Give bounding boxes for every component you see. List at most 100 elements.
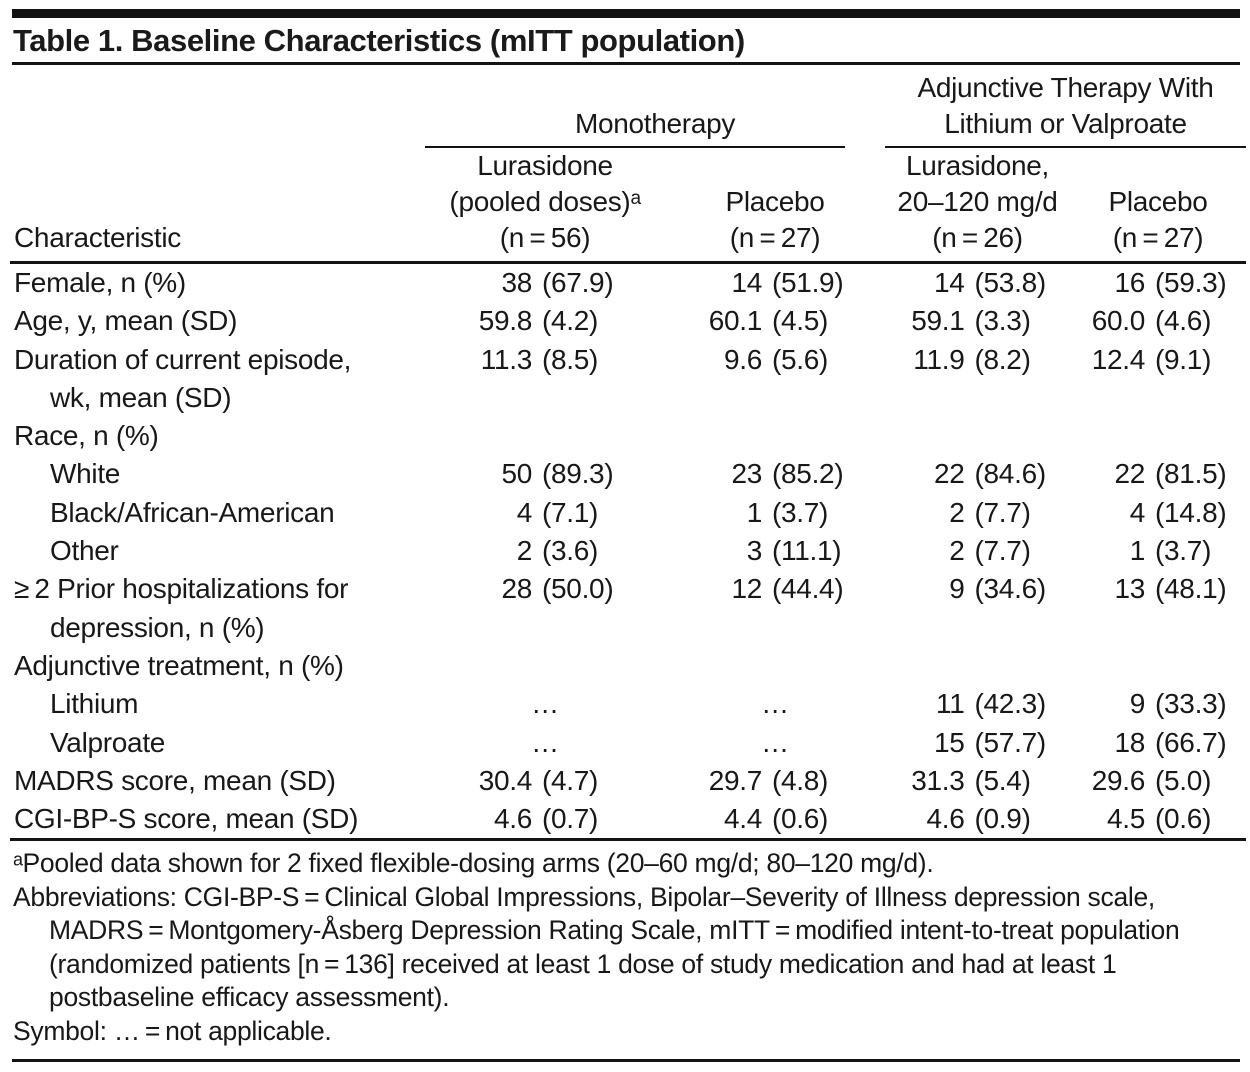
- value-cell: 4.4 (0.6): [665, 800, 885, 840]
- value-paren: (57.7): [974, 726, 1047, 758]
- characteristic-cell: Other: [10, 532, 425, 570]
- column-header: Placebo (n = 27): [1070, 148, 1247, 264]
- value-cell: 14 (53.8): [885, 263, 1070, 303]
- table-row: White 50 (89.3) 23 (85.2) 22 (84.6) 22 (81.5): [10, 455, 1246, 493]
- value-number: 15: [933, 726, 965, 758]
- column-header-line: Lurasidone: [477, 150, 613, 181]
- value-cell: 15 (57.7): [885, 724, 1070, 762]
- value-pair: 28 (50.0): [425, 570, 665, 608]
- value-cell: [665, 417, 885, 455]
- value-number: 60.1: [708, 305, 763, 337]
- value-pair: 2 (7.7): [885, 532, 1070, 570]
- value-cell: 12.4 (9.1): [1070, 341, 1246, 418]
- characteristic-cell: Female, n (%): [10, 263, 425, 303]
- value-cell: 18 (66.7): [1070, 724, 1246, 762]
- value-number: 14: [731, 267, 762, 298]
- characteristic-cell: Age, y, mean (SD): [10, 302, 425, 340]
- value-cell: 9.6 (5.6): [665, 341, 885, 418]
- value-number: 3: [746, 535, 763, 567]
- value-paren: (9.1): [1155, 343, 1212, 375]
- table-row: Duration of current episode, wk, mean (SD…: [10, 341, 1246, 418]
- value-pair: 4 (7.1): [425, 494, 665, 532]
- value-pair: 23 (85.2): [665, 455, 885, 493]
- characteristic-label: Lithium: [50, 688, 139, 720]
- value-pair: 29.6 (5.0): [1070, 762, 1246, 800]
- value-number: 59.1: [911, 305, 965, 337]
- table-row: Race, n (%): [10, 417, 1246, 455]
- column-header-line: (n = 26): [932, 222, 1023, 253]
- value-pair: 11.9 (8.2): [885, 341, 1070, 379]
- characteristic-label: Race, n (%): [14, 420, 159, 452]
- value-cell: 23 (85.2): [665, 455, 885, 493]
- value-paren: (14.8): [1155, 496, 1227, 528]
- column-header-line: Placebo: [725, 186, 825, 217]
- column-header-line: (n = 27): [729, 222, 821, 253]
- value-pair: 4.5 (0.6): [1070, 800, 1246, 838]
- value-paren: (59.3): [1155, 267, 1227, 298]
- value-number: 29.6: [1091, 764, 1146, 796]
- value-paren: (53.8): [974, 267, 1047, 298]
- value-pair: 2 (3.6): [425, 532, 665, 570]
- value-number: 2: [949, 535, 965, 567]
- characteristic-label: Valproate: [50, 726, 166, 758]
- value-cell: 4.6 (0.9): [885, 800, 1070, 840]
- characteristic-cell: CGI-BP-S score, mean (SD): [10, 800, 425, 840]
- column-header-line: (n = 56): [499, 222, 591, 253]
- column-header: Lurasidone (pooled doses)ᵃ (n = 56): [425, 148, 665, 264]
- value-cell: 2 (7.7): [885, 532, 1070, 570]
- value-cell: 4.6 (0.7): [425, 800, 665, 840]
- characteristic-label: Female, n (%): [14, 267, 186, 298]
- column-header-line: Placebo: [1108, 186, 1208, 217]
- value-number: 1: [746, 496, 763, 528]
- value-ellipsis: …: [761, 688, 789, 720]
- value-cell: 11 (42.3): [885, 685, 1070, 723]
- characteristic-cell: ≥ 2 Prior hospitalizations for depression…: [10, 570, 425, 647]
- value-pair: 59.1 (3.3): [885, 302, 1070, 340]
- value-paren: (4.7): [542, 764, 599, 796]
- value-pair: 60.0 (4.6): [1070, 302, 1246, 340]
- value-number: 31.3: [911, 764, 965, 796]
- value-cell: 4 (14.8): [1070, 494, 1246, 532]
- value-number: 38: [501, 267, 532, 298]
- characteristic-header: Characteristic: [10, 148, 425, 264]
- value-number: 13: [1114, 573, 1146, 605]
- value-cell: 1 (3.7): [665, 494, 885, 532]
- table-title: Table 1. Baseline Characteristics (mITT …: [13, 23, 745, 58]
- table-header: Monotherapy Adjunctive Therapy With Lith…: [10, 65, 1247, 264]
- value-cell: 29.6 (5.0): [1070, 762, 1246, 800]
- value-cell: 28 (50.0): [425, 570, 665, 647]
- value-number: 4.4: [723, 803, 762, 835]
- value-cell: 60.0 (4.6): [1070, 302, 1246, 340]
- table-body: Female, n (%) 38 (67.9) 14 (51.9) 14 (53.8) 16(…: [10, 263, 1247, 840]
- characteristic-label: CGI-BP-S score, mean (SD): [14, 803, 359, 835]
- value-paren: (85.2): [772, 458, 844, 490]
- characteristic-cell: Valproate: [10, 724, 425, 762]
- value-ellipsis: …: [531, 688, 559, 720]
- characteristic-label: Black/African-American: [50, 496, 335, 528]
- characteristic-label: ≥ 2 Prior hospitalizations for: [14, 573, 349, 605]
- corner-cell: [10, 65, 425, 149]
- characteristic-label: Age, y, mean (SD): [14, 305, 238, 337]
- value-ellipsis: …: [761, 726, 789, 758]
- value-pair: 1 (3.7): [665, 494, 885, 532]
- value-paren: (4.5): [772, 305, 829, 337]
- value-cell: …: [425, 724, 665, 762]
- value-paren: (44.4): [772, 573, 844, 605]
- top-rule: [12, 9, 1240, 18]
- value-pair: 12 (44.4): [665, 570, 885, 608]
- value-cell: 13 (48.1): [1070, 570, 1246, 647]
- column-header: Lurasidone, 20–120 mg/d (n = 26): [885, 148, 1071, 264]
- value-paren: (50.0): [542, 573, 614, 605]
- value-number: 22: [1114, 458, 1146, 490]
- value-number: 4.5: [1106, 803, 1146, 835]
- value-cell: 50 (89.3): [425, 455, 665, 493]
- value-number: 4.6: [926, 803, 965, 835]
- value-number: 11.3: [480, 343, 533, 375]
- value-paren: (8.2): [974, 343, 1031, 375]
- value-paren: (4.8): [772, 764, 829, 796]
- value-cell: 9 (33.3): [1070, 685, 1246, 723]
- value-paren: (3.3): [974, 305, 1031, 337]
- value-cell: 29.7 (4.8): [665, 762, 885, 800]
- value-cell: 12 (44.4): [665, 570, 885, 647]
